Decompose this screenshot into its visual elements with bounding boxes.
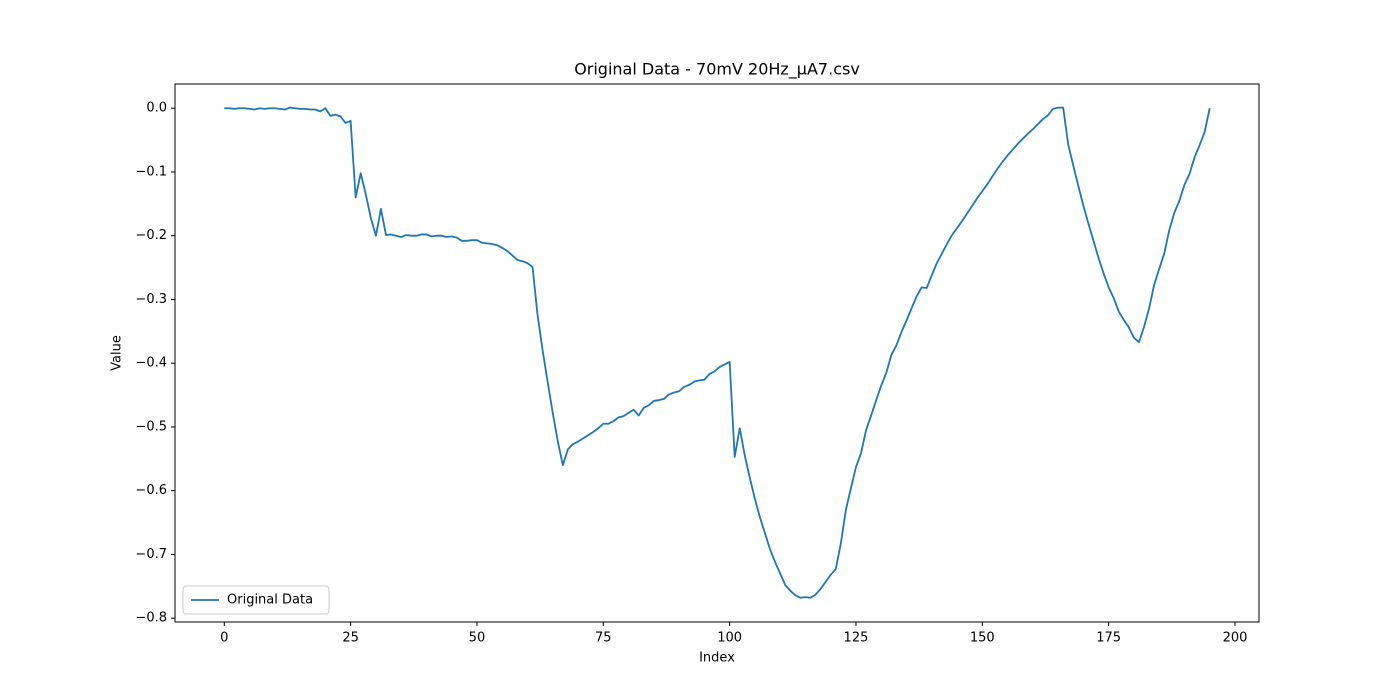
chart-title: Original Data - 70mV 20Hz_µA7.csv — [574, 60, 860, 80]
legend-label: Original Data — [227, 593, 313, 608]
plot-frame — [174, 83, 1260, 623]
x-tick-label: 125 — [844, 631, 869, 646]
y-tick-label: −0.1 — [135, 164, 167, 179]
y-tick-label: −0.5 — [135, 419, 167, 434]
y-tick-label: −0.2 — [135, 228, 167, 243]
data-line — [224, 106, 1211, 599]
y-tick-label: −0.8 — [135, 611, 167, 626]
x-tick-label: 150 — [970, 631, 995, 646]
y-tick-label: −0.7 — [135, 547, 167, 562]
y-axis-label: Value — [110, 335, 125, 371]
legend-box — [182, 585, 330, 615]
x-tick-label: 25 — [342, 631, 359, 646]
x-tick-label: 0 — [220, 631, 228, 646]
x-tick-label: 200 — [1223, 631, 1248, 646]
y-tick-label: 0.0 — [146, 101, 167, 116]
y-tick-label: −0.3 — [135, 292, 167, 307]
x-tick-label: 50 — [469, 631, 486, 646]
x-axis-label: Index — [699, 651, 735, 666]
x-tick-label: 75 — [595, 631, 612, 646]
y-tick-label: −0.4 — [135, 356, 167, 371]
y-tick-label: −0.6 — [135, 483, 167, 498]
x-tick-label: 175 — [1096, 631, 1121, 646]
x-tick-label: 100 — [717, 631, 742, 646]
